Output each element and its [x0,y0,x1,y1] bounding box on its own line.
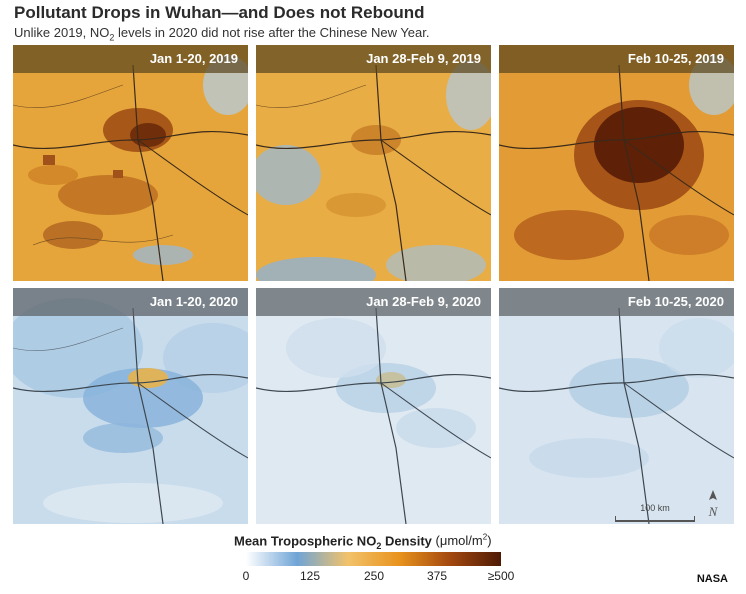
legend-title: Mean Tropospheric NO2 Density (μmol/m2) [234,533,492,551]
figure-title: Pollutant Drops in Wuhan—and Does not Re… [14,3,425,22]
panel-date-label: Jan 1-20, 2019 [13,45,248,73]
colorbar-tick: 0 [242,569,250,583]
colorbar-tick: 250 [363,569,385,583]
colorbar-tick: ≥500 [487,569,515,583]
credit-label: NASA [696,573,728,585]
panel-date-label: Jan 28-Feb 9, 2020 [256,288,491,316]
north-label: N [708,504,719,519]
map-panel-2019-feb10-25: Feb 10-25, 2019 [499,45,734,281]
panel-date-label: Feb 10-25, 2020 [499,288,734,316]
panel-date-label: Jan 28-Feb 9, 2019 [256,45,491,73]
map-panel-2019-jan28-feb9: Jan 28-Feb 9, 2019 [256,45,491,281]
panel-date-label: Feb 10-25, 2019 [499,45,734,73]
scale-bar-label: 100 km [640,503,670,513]
map-panel-2020-feb10-25: Feb 10-25, 2020 [499,288,734,524]
scale-bar: 100 km [615,503,695,522]
north-arrow-icon: N [704,490,722,522]
figure-subtitle: Unlike 2019, NO2 levels in 2020 did not … [14,25,430,43]
colorbar-tick: 375 [426,569,448,583]
legend-colorbar [246,552,501,566]
map-panel-2020-jan28-feb9: Jan 28-Feb 9, 2020 [256,288,491,524]
map-panel-2019-jan1-20: Jan 1-20, 2019 [13,45,248,281]
map-panel-2020-jan1-20: Jan 1-20, 2020 [13,288,248,524]
panel-date-label: Jan 1-20, 2020 [13,288,248,316]
colorbar-tick: 125 [299,569,321,583]
